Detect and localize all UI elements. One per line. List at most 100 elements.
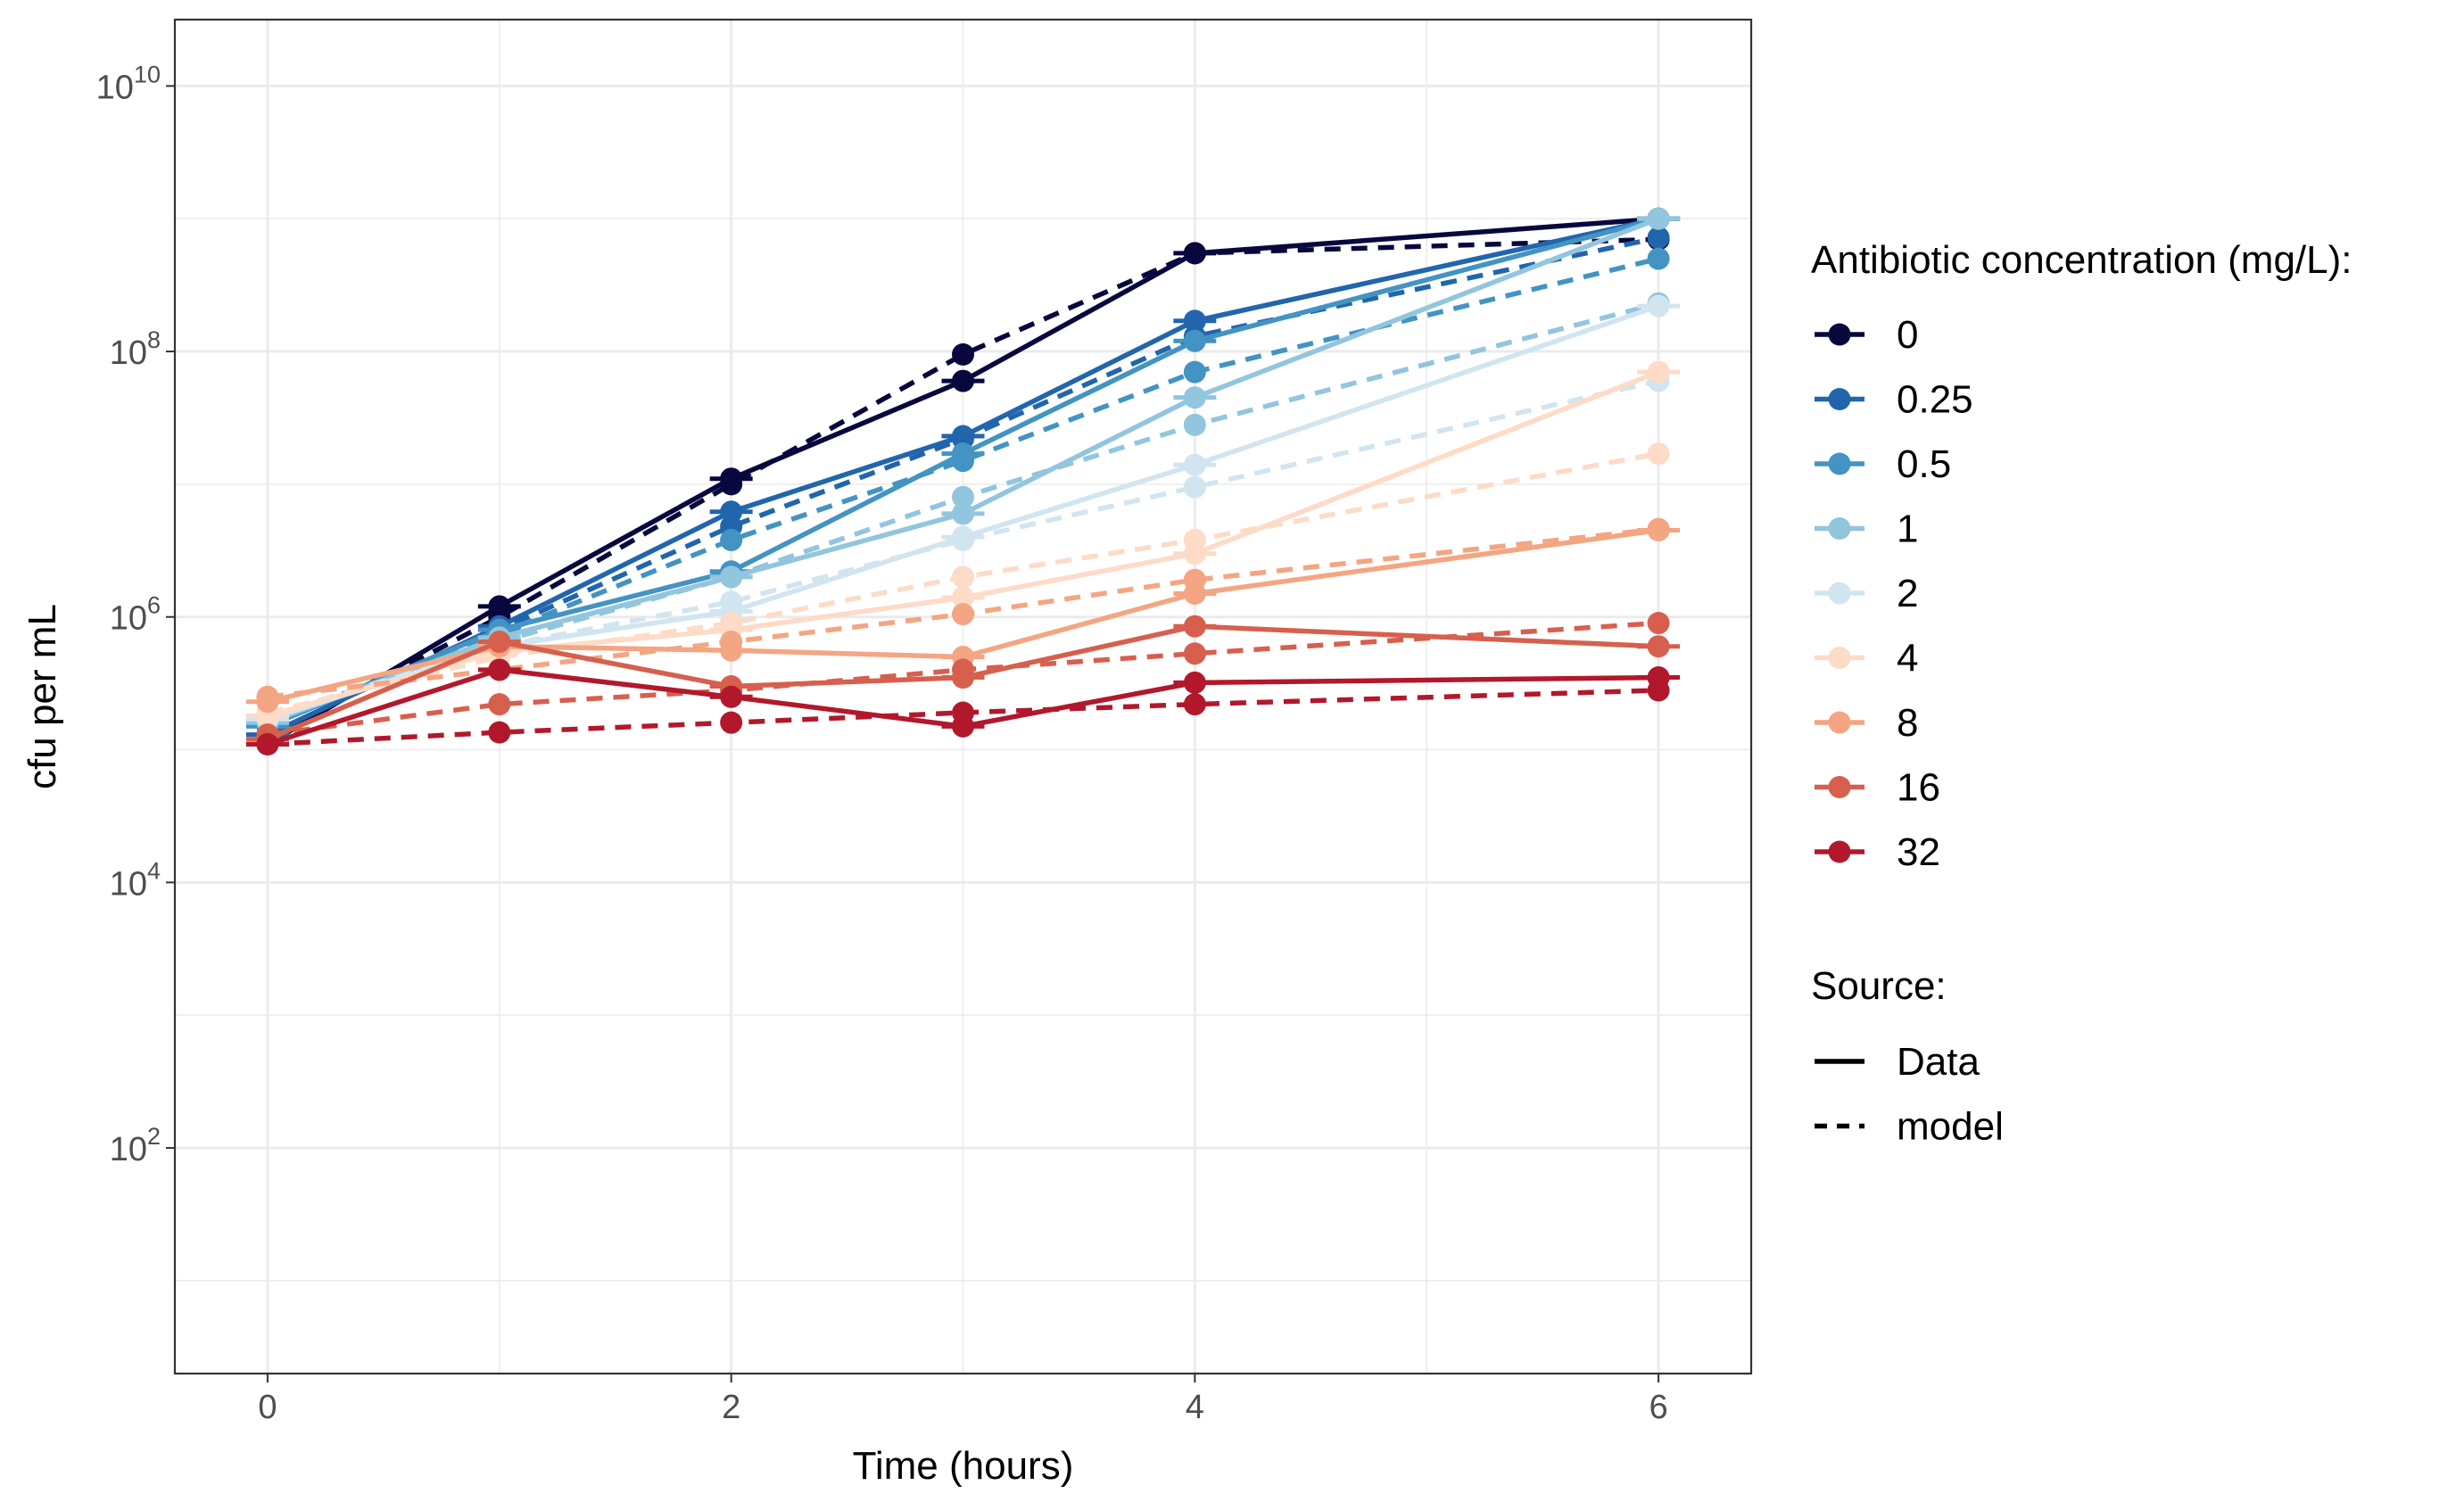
series-32 <box>245 658 1681 755</box>
legend-item: 16 <box>1815 766 1940 810</box>
data-point <box>488 631 511 654</box>
data-point <box>720 565 743 589</box>
model-line <box>266 256 1659 725</box>
model-point <box>1647 247 1670 270</box>
data-point <box>1183 309 1206 333</box>
model-point <box>488 721 511 744</box>
legend-color-items: 0 0.25 0.5 1 2 4 8 16 32 <box>1815 313 1973 874</box>
x-tick-label: 2 <box>722 1389 740 1426</box>
data-line <box>267 667 1659 747</box>
y-axis: 102 104 106 108 1010 <box>96 61 175 1168</box>
x-axis-title: Time (hours) <box>853 1444 1074 1488</box>
data-line <box>266 216 1659 747</box>
model-line <box>266 236 1659 742</box>
legend-label: 32 <box>1897 830 1940 874</box>
model-point <box>1647 442 1670 466</box>
legend-item: 4 <box>1815 637 1918 681</box>
model-point <box>1183 693 1206 716</box>
data-line <box>266 216 1660 725</box>
model-point <box>488 693 511 716</box>
model-point <box>1183 413 1206 436</box>
data-point <box>1183 671 1206 694</box>
data-point <box>1647 518 1670 541</box>
data-point <box>1647 207 1670 230</box>
data-point <box>1183 386 1206 409</box>
legend-key-point <box>1828 452 1851 475</box>
x-axis: 0 2 4 6 <box>258 1374 1668 1426</box>
data-line <box>266 216 1659 729</box>
legend-key-point <box>1828 647 1851 669</box>
data-point <box>720 685 743 708</box>
legend-label: 0.5 <box>1897 442 1951 486</box>
data-point <box>488 658 511 681</box>
legend-key-point <box>1828 388 1851 410</box>
model-point <box>1183 475 1206 499</box>
data-point <box>720 500 743 524</box>
legend-label: 2 <box>1897 572 1918 615</box>
data-point <box>952 714 974 738</box>
data-point <box>1647 360 1670 384</box>
legend-linetype-title: Source: <box>1811 964 1947 1008</box>
legend-item: 2 <box>1815 572 1918 615</box>
data-point <box>256 732 279 755</box>
legend-key-point <box>1828 776 1851 798</box>
model-point <box>952 342 974 366</box>
x-tick-label: 6 <box>1649 1389 1667 1426</box>
data-point <box>952 502 974 525</box>
legend-linetype-label: model <box>1897 1105 2004 1149</box>
legend-label: 0 <box>1897 313 1918 357</box>
y-axis-title: cfu per mL <box>21 604 64 789</box>
data-point <box>1183 242 1206 265</box>
data-point <box>1183 453 1206 476</box>
y-tick-label: 108 <box>110 326 161 372</box>
legend-item: 0.25 <box>1815 378 1973 422</box>
data-point <box>952 425 974 448</box>
model-point <box>952 485 974 508</box>
data-point <box>1183 615 1206 638</box>
legend-linetype-label: Data <box>1897 1040 1980 1084</box>
legend-key-point <box>1828 323 1851 346</box>
y-tick-label: 102 <box>110 1123 161 1168</box>
y-tick-label: 106 <box>110 592 161 638</box>
legend: Antibiotic concentration (mg/L): 0 0.25 0.… <box>1811 238 2352 1149</box>
data-point <box>1183 329 1206 352</box>
data-point <box>952 586 974 609</box>
series-16 <box>245 612 1681 751</box>
legend-key-point <box>1828 711 1851 734</box>
data-point <box>488 595 511 618</box>
data-point <box>1183 542 1206 565</box>
legend-label: 4 <box>1897 637 1918 681</box>
model-point <box>1647 226 1670 249</box>
legend-linetype-item: model <box>1815 1105 2004 1149</box>
model-point <box>720 711 743 734</box>
legend-color-title: Antibiotic concentration (mg/L): <box>1811 238 2352 282</box>
legend-linetype-item: Data <box>1815 1040 1980 1084</box>
data-point <box>256 690 279 714</box>
legend-linetype-items: Data model <box>1815 1040 2004 1149</box>
model-point <box>1183 360 1206 384</box>
legend-key-point <box>1828 840 1851 863</box>
x-tick-label: 0 <box>258 1389 277 1426</box>
data-point <box>952 666 974 689</box>
model-line <box>267 526 1659 700</box>
data-line <box>266 623 1659 742</box>
model-line <box>267 688 1659 747</box>
legend-item: 32 <box>1815 830 1940 874</box>
legend-key-point <box>1828 517 1851 540</box>
model-point <box>1183 642 1206 665</box>
legend-key-point <box>1828 582 1851 605</box>
data-point <box>1647 635 1670 658</box>
legend-item: 0.5 <box>1815 442 1951 486</box>
model-point <box>952 603 974 626</box>
data-point <box>952 369 974 392</box>
x-tick-label: 4 <box>1186 1389 1204 1426</box>
legend-item: 0 <box>1815 313 1918 357</box>
legend-item: 8 <box>1815 701 1918 745</box>
data-point <box>720 467 743 491</box>
model-point <box>1647 612 1670 635</box>
legend-label: 1 <box>1897 508 1918 551</box>
legend-item: 1 <box>1815 508 1918 551</box>
legend-label: 0.25 <box>1897 378 1973 422</box>
panel-border <box>173 18 1753 1375</box>
